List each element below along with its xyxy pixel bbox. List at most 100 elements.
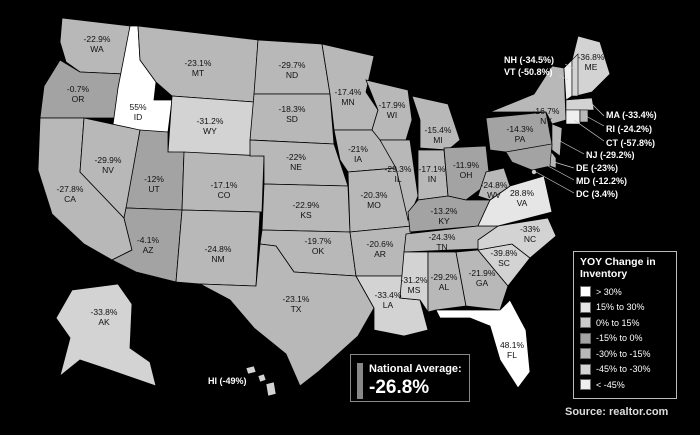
- legend-label: 0% to 15%: [596, 317, 640, 328]
- state-abbr-NV: NV: [102, 165, 114, 175]
- state-value-NE: -22%: [286, 152, 306, 162]
- state-value-MO: -20.3%: [361, 190, 388, 200]
- state-NC: [477, 217, 557, 259]
- state-abbr-TN: TN: [436, 242, 447, 252]
- state-value-MN: -17.4%: [335, 87, 362, 97]
- state-value-TN: -24.3%: [429, 232, 456, 242]
- state-abbr-PA: PA: [515, 134, 526, 144]
- state-abbr-MT: MT: [192, 68, 204, 78]
- state-NY: [489, 65, 567, 125]
- state-abbr-MN: MN: [341, 97, 354, 107]
- national-average-value: -26.8%: [369, 377, 430, 398]
- state-abbr-AR: AR: [374, 249, 386, 259]
- state-value-AL: -29.2%: [431, 272, 458, 282]
- state-abbr-MI: MI: [433, 135, 442, 145]
- legend-label: 15% to 30%: [596, 302, 645, 313]
- state-abbr-NC: NC: [524, 234, 536, 244]
- callout-ma: MA (-33.4%): [606, 110, 657, 120]
- state-value-WV: -24.8%: [481, 180, 508, 190]
- state-value-IA: -21%: [348, 144, 368, 154]
- state-MD: [505, 143, 553, 171]
- state-value-MT: -23.1%: [185, 58, 212, 68]
- state-abbr-IN: IN: [428, 174, 437, 184]
- state-abbr-GA: GA: [476, 278, 489, 288]
- state-MA: [565, 97, 595, 111]
- legend-label: -15% to 0%: [596, 333, 643, 344]
- callout-de: DE (-23%): [576, 163, 619, 173]
- state-abbr-ME: ME: [585, 62, 598, 72]
- state-value-WI: -17.9%: [379, 100, 406, 110]
- callout-nh: NH (-34.5%): [504, 55, 555, 65]
- state-HI-1: [245, 365, 257, 375]
- legend-swatch: [580, 317, 591, 329]
- state-value-CO: -17.1%: [211, 180, 238, 190]
- state-KY: [407, 195, 491, 233]
- state-DC: [531, 169, 537, 175]
- callout-dc: DC (3.4%): [576, 189, 619, 199]
- state-abbr-ID: ID: [134, 112, 143, 122]
- state-value-NY: -16.7%: [533, 106, 560, 116]
- state-abbr-IL: IL: [394, 174, 401, 184]
- state-abbr-AK: AK: [98, 317, 110, 327]
- state-value-SD: -18.3%: [279, 104, 306, 114]
- state-value-WY: -31.2%: [197, 116, 224, 126]
- state-abbr-IA: IA: [354, 154, 362, 164]
- state-value-IL: -29.3%: [385, 164, 412, 174]
- national-average-box: National Average: -26.8%: [350, 354, 470, 402]
- state-MS: [399, 251, 429, 314]
- state-abbr-WA: WA: [90, 44, 104, 54]
- callout-ri: RI (-24.2%): [606, 124, 653, 134]
- state-abbr-VA: VA: [517, 198, 528, 208]
- state-abbr-CO: CO: [218, 190, 231, 200]
- state-CO: [181, 151, 265, 213]
- state-NJ: [551, 123, 563, 157]
- state-abbr-TX: TX: [291, 304, 302, 314]
- state-abbr-NE: NE: [290, 162, 302, 172]
- national-average-bar: [357, 363, 363, 399]
- state-value-OK: -19.7%: [305, 236, 332, 246]
- state-abbr-ND: ND: [286, 70, 298, 80]
- legend-swatch: [580, 332, 591, 344]
- state-AL: [427, 251, 467, 313]
- state-abbr-SC: SC: [498, 258, 510, 268]
- state-HI-2: [257, 373, 267, 383]
- state-AK: [55, 283, 157, 387]
- state-value-ND: -29.7%: [279, 60, 306, 70]
- callout-ct: CT (-57.8%): [606, 138, 656, 148]
- legend-item: -45% to -30%: [580, 362, 670, 378]
- state-value-FL: 48.1%: [500, 340, 525, 350]
- state-value-IN: -17.1%: [419, 164, 446, 174]
- state-value-NC: -33%: [520, 224, 540, 234]
- legend-swatch: [580, 363, 591, 375]
- state-value-PA: -14.3%: [507, 124, 534, 134]
- state-abbr-OR: OR: [72, 94, 85, 104]
- state-value-ME: -36.8%: [578, 52, 605, 62]
- legend-swatch: [580, 379, 591, 391]
- legend-swatch: [580, 348, 591, 360]
- callout-nj: NJ (-29.2%): [586, 150, 635, 160]
- state-abbr-LA: LA: [383, 300, 394, 310]
- state-abbr-MO: MO: [367, 200, 381, 210]
- state-value-AR: -20.6%: [367, 239, 394, 249]
- state-value-KS: -22.9%: [293, 200, 320, 210]
- legend-title: YOY Change in Inventory: [580, 256, 656, 280]
- state-NH: [571, 53, 579, 97]
- state-RI: [579, 109, 589, 123]
- state-abbr-WV: WV: [487, 190, 501, 200]
- state-value-VA: 28.8%: [510, 188, 535, 198]
- state-abbr-CA: CA: [64, 194, 76, 204]
- state-value-WA: -22.9%: [84, 34, 111, 44]
- state-abbr-FL: FL: [507, 350, 517, 360]
- state-abbr-OK: OK: [312, 246, 325, 256]
- state-abbr-WI: WI: [387, 110, 397, 120]
- legend-swatch: [580, 301, 591, 313]
- legend-item: > 30%: [580, 284, 670, 300]
- state-abbr-WY: WY: [203, 126, 217, 136]
- source-credit: Source: realtor.com: [565, 406, 669, 418]
- state-abbr-AL: AL: [439, 282, 450, 292]
- state-value-TX: -23.1%: [283, 294, 310, 304]
- state-abbr-KY: KY: [438, 216, 450, 226]
- state-value-NM: -24.8%: [205, 244, 232, 254]
